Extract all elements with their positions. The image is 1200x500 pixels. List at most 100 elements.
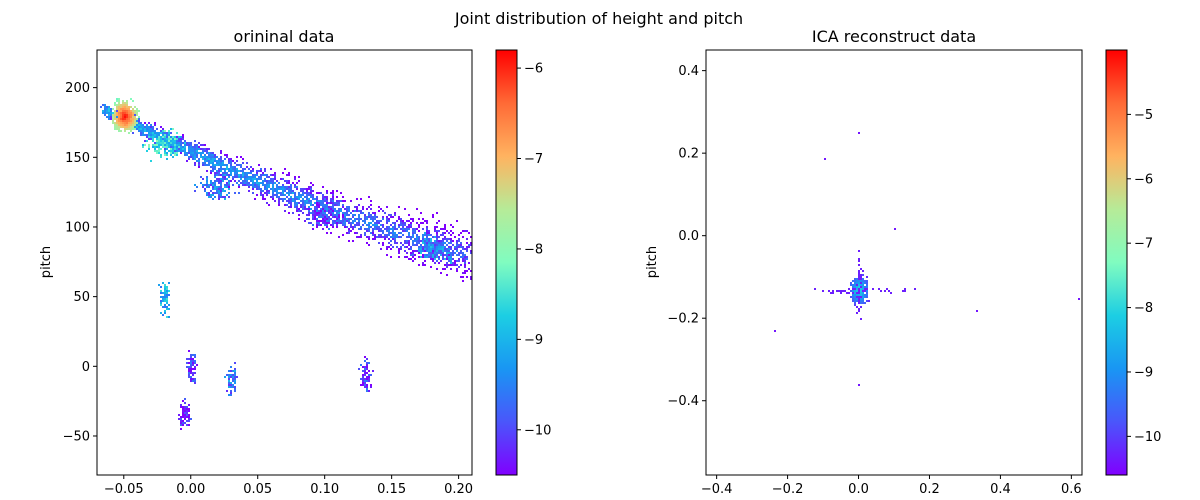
- left-heat-cell: [342, 200, 344, 202]
- left-heat-cell: [452, 258, 454, 260]
- left-heat-cell: [410, 226, 412, 228]
- left-heat-cell: [220, 194, 222, 196]
- left-heat-cell: [264, 192, 266, 194]
- left-heat-cell: [222, 172, 224, 174]
- left-heat-cell: [206, 158, 208, 160]
- right-heat-cell: [862, 280, 864, 282]
- left-heat-cell: [156, 146, 158, 148]
- right-heat-cell: [852, 290, 854, 292]
- left-heat-cell: [304, 206, 306, 208]
- right-heat-cell: [862, 300, 864, 302]
- left-heat-cell: [412, 252, 414, 254]
- left-heat-cell: [168, 134, 170, 136]
- left-heat-cell: [224, 376, 226, 378]
- left-heat-cell: [122, 112, 124, 114]
- left-heat-cell: [166, 148, 168, 150]
- left-heat-cell: [192, 154, 194, 156]
- left-heat-cell: [322, 214, 324, 216]
- left-heat-cell: [166, 288, 168, 290]
- left-heat-cell: [340, 210, 342, 212]
- left-heat-cell: [124, 106, 126, 108]
- left-heat-cell: [244, 182, 246, 184]
- left-heat-cell: [214, 158, 216, 160]
- left-heat-cell: [336, 220, 338, 222]
- left-heat-cell: [432, 260, 434, 262]
- left-heat-cell: [152, 136, 154, 138]
- left-heat-cell: [110, 112, 112, 114]
- left-heat-cell: [194, 360, 196, 362]
- left-heat-cell: [172, 148, 174, 150]
- left-heat-cell: [266, 190, 268, 192]
- left-heat-cell: [272, 190, 274, 192]
- left-heat-cell: [292, 190, 294, 192]
- left-heat-cell: [322, 194, 324, 196]
- left-heat-cell: [264, 184, 266, 186]
- left-heat-cell: [452, 232, 454, 234]
- left-heat-cell: [318, 210, 320, 212]
- left-heat-cell: [108, 106, 110, 108]
- left-heat-cell: [338, 208, 340, 210]
- left-heat-cell: [238, 164, 240, 166]
- left-heat-cell: [104, 106, 106, 108]
- left-heat-cell: [266, 194, 268, 196]
- left-heat-cell: [364, 214, 366, 216]
- left-heat-cell: [426, 232, 428, 234]
- left-heat-cell: [230, 390, 232, 392]
- left-heat-cell: [422, 240, 424, 242]
- left-heat-cell: [208, 196, 210, 198]
- left-heat-cell: [428, 256, 430, 258]
- left-heat-cell: [122, 124, 124, 126]
- left-heat-cell: [146, 134, 148, 136]
- left-heat-cell: [420, 256, 422, 258]
- left-heat-cell: [294, 184, 296, 186]
- left-heat-cell: [126, 128, 128, 130]
- left-heat-cell: [288, 212, 290, 214]
- left-heat-cell: [316, 214, 318, 216]
- left-heat-cell: [418, 236, 420, 238]
- left-heat-cell: [322, 206, 324, 208]
- left-heat-cell: [236, 172, 238, 174]
- left-heat-cell: [126, 102, 128, 104]
- left-heat-cell: [388, 234, 390, 236]
- left-heat-cell: [450, 254, 452, 256]
- left-heat-cell: [354, 210, 356, 212]
- right-colorbar-tick-label: −9: [1134, 365, 1153, 380]
- left-heat-cell: [218, 196, 220, 198]
- left-heat-cell: [358, 218, 360, 220]
- left-heat-cell: [428, 252, 430, 254]
- left-heat-cell: [436, 252, 438, 254]
- left-heat-cell: [174, 136, 176, 138]
- left-heat-cell: [454, 262, 456, 264]
- left-heat-cell: [388, 220, 390, 222]
- left-heat-cell: [360, 210, 362, 212]
- left-heat-cell: [322, 212, 324, 214]
- left-heat-cell: [436, 254, 438, 256]
- left-heat-cell: [396, 228, 398, 230]
- left-heat-cell: [332, 214, 334, 216]
- left-heat-cell: [196, 144, 198, 146]
- left-heat-cell: [440, 234, 442, 236]
- left-heat-cell: [188, 358, 190, 360]
- left-heat-cell: [182, 138, 184, 140]
- left-heat-cell: [188, 156, 190, 158]
- left-heat-cell: [332, 210, 334, 212]
- left-heat-cell: [442, 258, 444, 260]
- left-heat-cell: [336, 212, 338, 214]
- left-heat-cell: [290, 188, 292, 190]
- left-heat-cell: [364, 366, 366, 368]
- left-heat-cell: [222, 160, 224, 162]
- left-heat-cell: [380, 228, 382, 230]
- left-heat-cell: [420, 212, 422, 214]
- left-heat-cell: [260, 188, 262, 190]
- left-heat-cell: [330, 206, 332, 208]
- right-heat-cell: [860, 288, 862, 290]
- left-heat-cell: [308, 202, 310, 204]
- left-heat-cell: [170, 148, 172, 150]
- right-xtick-label: −0.4: [701, 482, 733, 497]
- left-heat-cell: [266, 182, 268, 184]
- right-heat-cell: [858, 302, 860, 304]
- left-heat-cell: [132, 112, 134, 114]
- left-heat-cell: [310, 212, 312, 214]
- left-heat-cell: [210, 184, 212, 186]
- left-heat-cell: [426, 238, 428, 240]
